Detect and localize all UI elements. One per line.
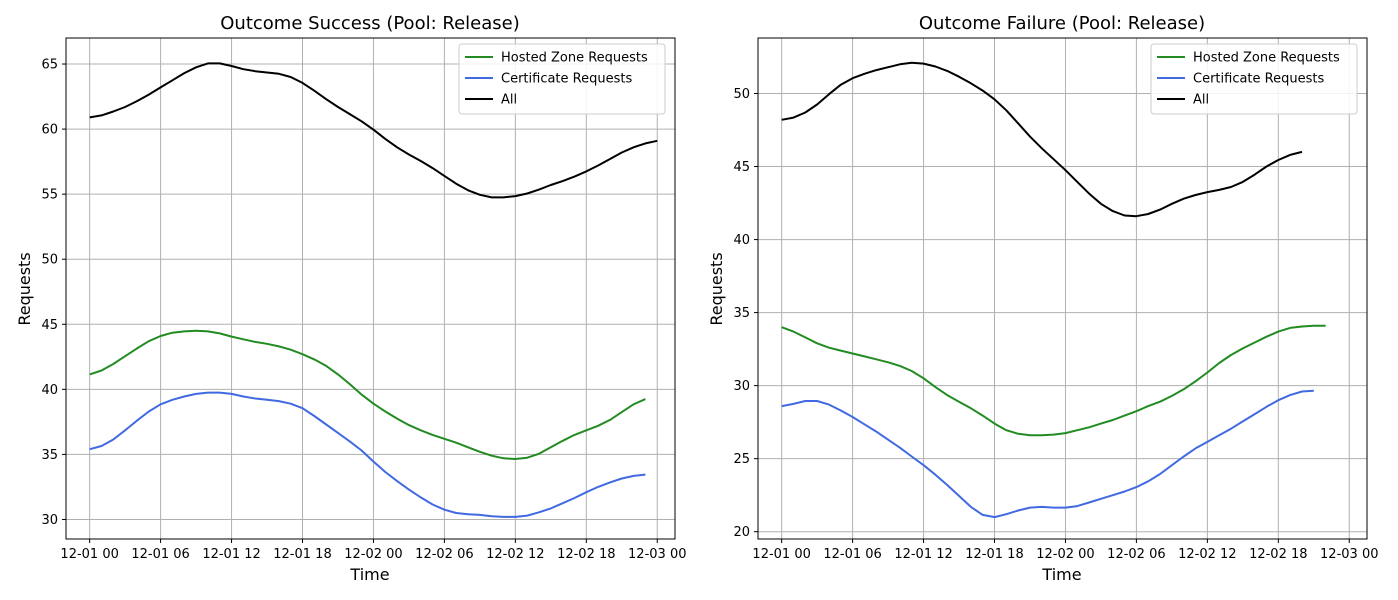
failure-y-tick-label: 20	[733, 525, 750, 540]
success-y-tick-label: 30	[41, 513, 58, 528]
failure-x-tick-label: 12-01 00	[752, 547, 810, 562]
success-x-tick-label: 12-01 00	[60, 547, 118, 562]
failure-x-tick-label: 12-02 00	[1036, 547, 1094, 562]
success-y-tick-label: 40	[41, 383, 58, 398]
success-x-axis-label: Time	[349, 565, 389, 584]
success-legend-box	[458, 43, 666, 115]
failure-x-tick-label: 12-01 06	[823, 547, 881, 562]
success-x-tick-label: 12-02 18	[557, 547, 615, 562]
success-x-tick-label: 12-02 12	[486, 547, 544, 562]
failure-y-tick-label: 40	[733, 233, 750, 248]
success-x-tick-label: 12-01 06	[131, 547, 189, 562]
failure-x-tick-label: 12-01 18	[965, 547, 1023, 562]
success-y-axis-label: Requests	[15, 252, 34, 325]
failure-series-certificate-requests	[781, 389, 1314, 519]
failure-x-tick-label: 12-03 00	[1320, 547, 1378, 562]
failure-legend-label: All	[1193, 93, 1209, 108]
success-y-tick-label: 60	[41, 123, 58, 138]
failure-ticks: 12-01 00 12-01 06 12-01 12 12-01 18 12-02 00…	[733, 87, 1378, 562]
failure-legend: Hosted Zone Requests Certificate Requests…	[1150, 43, 1358, 115]
failure-y-tick-label: 25	[733, 452, 750, 467]
success-x-tick-label: 12-03 00	[628, 547, 686, 562]
failure-series-all	[781, 61, 1303, 218]
success-series-certificate-requests	[89, 391, 646, 518]
success-x-tick-label: 12-02 06	[415, 547, 473, 562]
success-series-hosted-zone-requests	[89, 329, 646, 460]
success-y-tick-label: 65	[41, 58, 58, 73]
success-plot-frame	[65, 37, 676, 540]
success-x-tick-label: 12-01 12	[202, 547, 260, 562]
failure-legend-label: Certificate Requests	[1193, 72, 1324, 87]
failure-x-tick-label: 12-02 06	[1107, 547, 1165, 562]
success-legend-label: All	[501, 93, 517, 108]
success-x-tick-label: 12-01 18	[273, 547, 331, 562]
failure-chart-title: Outcome Failure (Pool: Release)	[919, 13, 1205, 34]
success-legend-label: Certificate Requests	[501, 72, 632, 87]
failure-y-tick-label: 45	[733, 160, 750, 175]
failure-series	[781, 61, 1326, 519]
failure-plot-frame	[757, 37, 1368, 540]
failure-y-tick-label: 30	[733, 379, 750, 394]
success-y-tick-label: 45	[41, 318, 58, 333]
success-ticks: 12-01 00 12-01 06 12-01 12 12-01 18 12-02 00…	[41, 58, 686, 562]
success-y-tick-label: 55	[41, 188, 58, 203]
failure-y-tick-label: 35	[733, 306, 750, 321]
success-series	[89, 62, 658, 518]
success-grid	[66, 38, 675, 539]
failure-chart: Outcome Failure (Pool: Release) 12-01 00…	[707, 13, 1378, 584]
success-legend-label: Hosted Zone Requests	[501, 51, 648, 66]
success-chart-title: Outcome Success (Pool: Release)	[220, 13, 519, 34]
failure-x-axis-label: Time	[1041, 565, 1081, 584]
failure-legend-box	[1150, 43, 1358, 115]
failure-x-tick-label: 12-02 18	[1249, 547, 1307, 562]
success-x-tick-label: 12-02 00	[344, 547, 402, 562]
failure-y-tick-label: 50	[733, 87, 750, 102]
success-y-tick-label: 35	[41, 448, 58, 463]
success-series-all	[89, 62, 658, 199]
success-chart: Outcome Success (Pool: Release) 12-01 00…	[15, 13, 686, 584]
failure-x-tick-label: 12-02 12	[1178, 547, 1236, 562]
failure-y-axis-label: Requests	[707, 252, 726, 325]
failure-x-tick-label: 12-01 12	[894, 547, 952, 562]
failure-series-hosted-zone-requests	[781, 324, 1326, 437]
success-legend: Hosted Zone Requests Certificate Requests…	[458, 43, 666, 115]
success-y-tick-label: 50	[41, 253, 58, 268]
failure-legend-label: Hosted Zone Requests	[1193, 51, 1340, 66]
